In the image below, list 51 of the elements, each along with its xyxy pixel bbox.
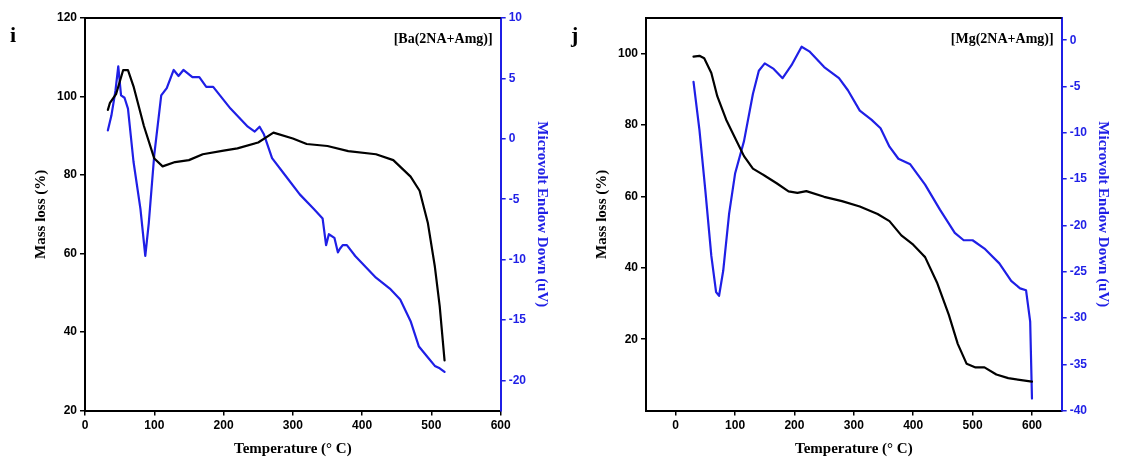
y-tick-label: 80 [624,117,639,132]
x-axis-title: Temperature (° C) [795,439,913,457]
x-axis-title: Temperature (° C) [234,439,352,457]
y-tick-label: 40 [624,260,639,275]
y-tick-label: 80 [63,167,78,182]
chart-title: i [10,22,17,48]
chart-title: j [571,22,579,48]
x-tick-label: 100 [144,418,165,433]
y2-tick-label: -10 [508,251,527,266]
x-tick-label: 500 [421,418,442,433]
y2-tick-label: -40 [1069,402,1088,417]
y2-tick-label: 10 [508,10,523,25]
x-tick-label: 200 [213,418,234,433]
y-tick-label: 60 [63,245,78,260]
y-axis-title: Mass loss (%) [592,169,610,259]
y-axis-title: Mass loss (%) [31,169,49,259]
x-tick-label: 0 [81,418,89,433]
x-tick-label: 400 [903,418,924,433]
y2-tick-label: -20 [1069,217,1088,232]
y2-axis-title: Microvolt Endow Down (uV) [534,121,552,308]
annotation: [Mg(2NA+Amg)] [950,30,1054,47]
y-tick-label: 60 [624,188,639,203]
y2-tick-label: 0 [508,131,516,146]
x-tick-label: 500 [962,418,983,433]
x-tick-label: 300 [282,418,304,433]
y-tick-label: 40 [63,324,78,339]
y2-tick-label: -20 [508,372,527,387]
y-tick-label: 20 [624,331,639,346]
x-tick-label: 0 [672,418,680,433]
annotation: [Ba(2NA+Amg)] [393,30,493,47]
x-tick-label: 400 [352,418,373,433]
y2-tick-label: 0 [1069,32,1077,47]
x-tick-label: 600 [490,418,511,433]
y-tick-label: 100 [617,46,639,60]
y2-tick-label: -25 [1069,264,1088,279]
y2-tick-label: -10 [1069,125,1088,140]
y2-tick-label: -30 [1069,310,1088,325]
y2-tick-label: -15 [1069,171,1088,186]
y2-axis-title: Microvolt Endow Down (uV) [1095,121,1113,308]
y2-tick-label: -35 [1069,356,1088,371]
y2-tick-label: 5 [508,70,516,85]
y2-tick-label: -15 [508,312,527,327]
x-tick-label: 300 [843,418,865,433]
y-tick-label: 100 [56,88,78,103]
y-tick-label: 20 [63,402,78,417]
x-tick-label: 200 [784,418,805,433]
y-tick-label: 120 [56,10,78,25]
x-tick-label: 100 [725,418,746,433]
y2-tick-label: -5 [508,191,520,206]
x-tick-label: 600 [1021,418,1043,433]
y2-tick-label: -5 [1069,78,1081,93]
